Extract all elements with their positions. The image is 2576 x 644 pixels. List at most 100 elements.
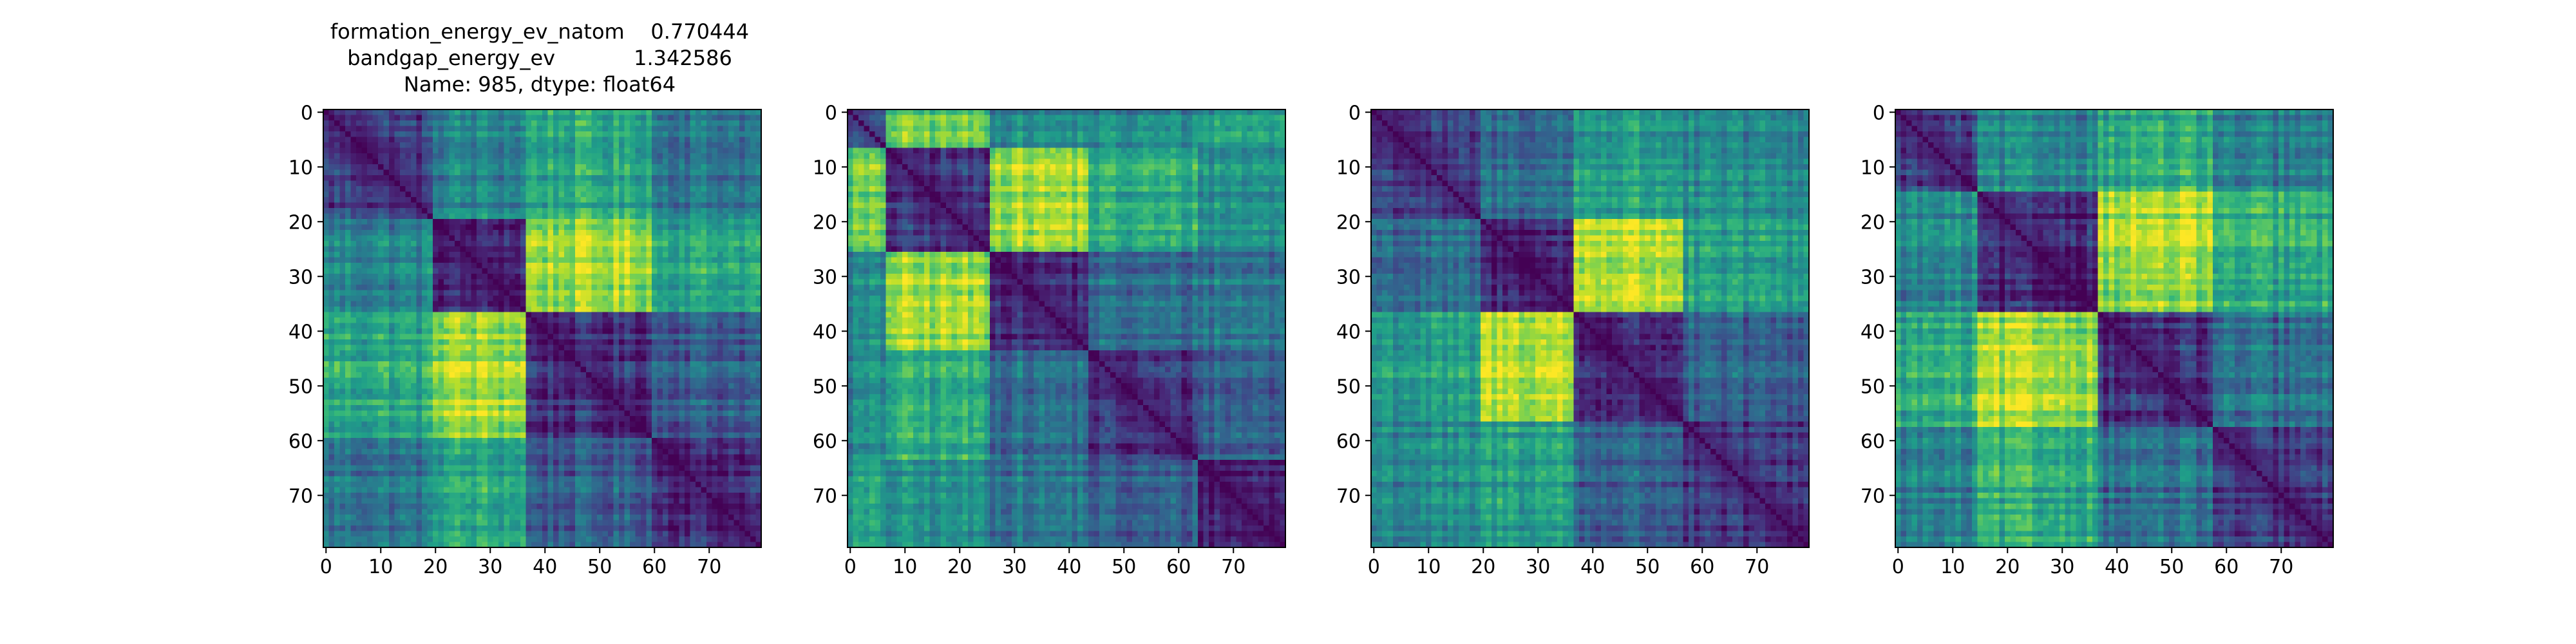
heatmap-cell [504,515,510,520]
heatmap-cell [351,274,357,279]
heatmap-cell [329,247,335,252]
heatmap-cell [630,241,636,247]
heatmap-cell [553,400,559,406]
heatmap-cell [504,389,510,395]
heatmap-cell [455,258,460,263]
heatmap-cell [351,323,357,329]
heatmap-cell [701,328,707,334]
heatmap-cell [575,296,581,301]
heatmap-cell [641,307,647,312]
heatmap-cell [323,197,329,203]
heatmap-cell [696,170,701,176]
heatmap-cell [471,279,477,285]
heatmap-cell [575,131,581,137]
heatmap-cell [515,181,521,187]
heatmap-cell [690,328,696,334]
heatmap-cell [345,186,351,192]
heatmap-cell [323,312,329,318]
heatmap-cell [504,334,510,340]
heatmap-cell [581,115,587,121]
heatmap-cell [329,460,335,466]
heatmap-cell [531,164,537,170]
heatmap-cell [411,236,417,242]
heatmap-cell [367,504,373,509]
heatmap-cell [329,137,335,143]
heatmap-cell [531,356,537,362]
heatmap-cell [706,317,712,323]
heatmap-cell [537,279,543,285]
heatmap-cell [663,109,668,115]
heatmap-cell [395,323,401,329]
heatmap-cell [647,120,652,126]
heatmap-cell [619,175,625,181]
heatmap-cell [444,427,450,433]
heatmap-cell [340,290,346,296]
heatmap-cell [493,181,499,187]
heatmap-cell [717,225,723,231]
heatmap-cell [428,422,433,428]
heatmap-cell [373,520,379,526]
heatmap-cell [400,509,406,515]
heatmap-cell [723,312,729,318]
heatmap-cell [493,208,499,214]
heatmap-cell [450,186,455,192]
heatmap-cell [422,482,428,488]
heatmap-cell [450,378,455,384]
heatmap-cell [504,153,510,159]
heatmap-cell [400,394,406,400]
heatmap-cell [329,263,335,269]
heatmap-cell [608,109,614,115]
heatmap-cell [378,328,384,334]
heatmap-cell [619,131,625,137]
heatmap-cell [739,186,745,192]
heatmap-cell [384,531,390,537]
heatmap-cell [504,290,510,296]
heatmap-cell [351,531,357,537]
heatmap-cell [679,203,685,209]
heatmap-cell [663,142,668,148]
heatmap-cell [395,334,401,340]
heatmap-cell [586,328,592,334]
heatmap-cell [509,520,515,526]
heatmap-cell [384,323,390,329]
heatmap-cell [428,438,433,444]
heatmap-cell [625,170,630,176]
heatmap-cell [504,263,510,269]
heatmap-cell [630,142,636,148]
heatmap-cell [384,504,390,509]
heatmap-cell [509,498,515,504]
heatmap-cell [411,126,417,132]
heatmap-cell [652,301,658,307]
heatmap-cell [428,186,433,192]
heatmap-cell [466,269,471,274]
heatmap-cell [509,531,515,537]
heatmap-cell [367,312,373,318]
heatmap-cell [581,328,587,334]
heatmap-cell [406,493,412,498]
heatmap-cell [493,120,499,126]
heatmap-cell [548,345,554,351]
heatmap-cell [482,279,488,285]
heatmap-cell [384,120,390,126]
heatmap-cell [509,394,515,400]
heatmap-cell [717,307,723,312]
heatmap-cell [625,203,630,209]
heatmap-cell [739,334,745,340]
heatmap-cell [701,142,707,148]
heatmap-cell [509,131,515,137]
heatmap-cell [466,427,471,433]
heatmap-cell [625,236,630,242]
heatmap-cell [581,153,587,159]
heatmap-cell [389,400,395,406]
heatmap-cell [674,159,679,165]
heatmap-cell [597,142,603,148]
heatmap-cell [734,120,740,126]
heatmap-cell [367,427,373,433]
heatmap-cell [340,471,346,477]
heatmap-cell [706,219,712,225]
heatmap-cell [548,356,554,362]
heatmap-cell [575,279,581,285]
heatmap-cell [581,142,587,148]
heatmap-cell [466,400,471,406]
heatmap-cell [345,181,351,187]
